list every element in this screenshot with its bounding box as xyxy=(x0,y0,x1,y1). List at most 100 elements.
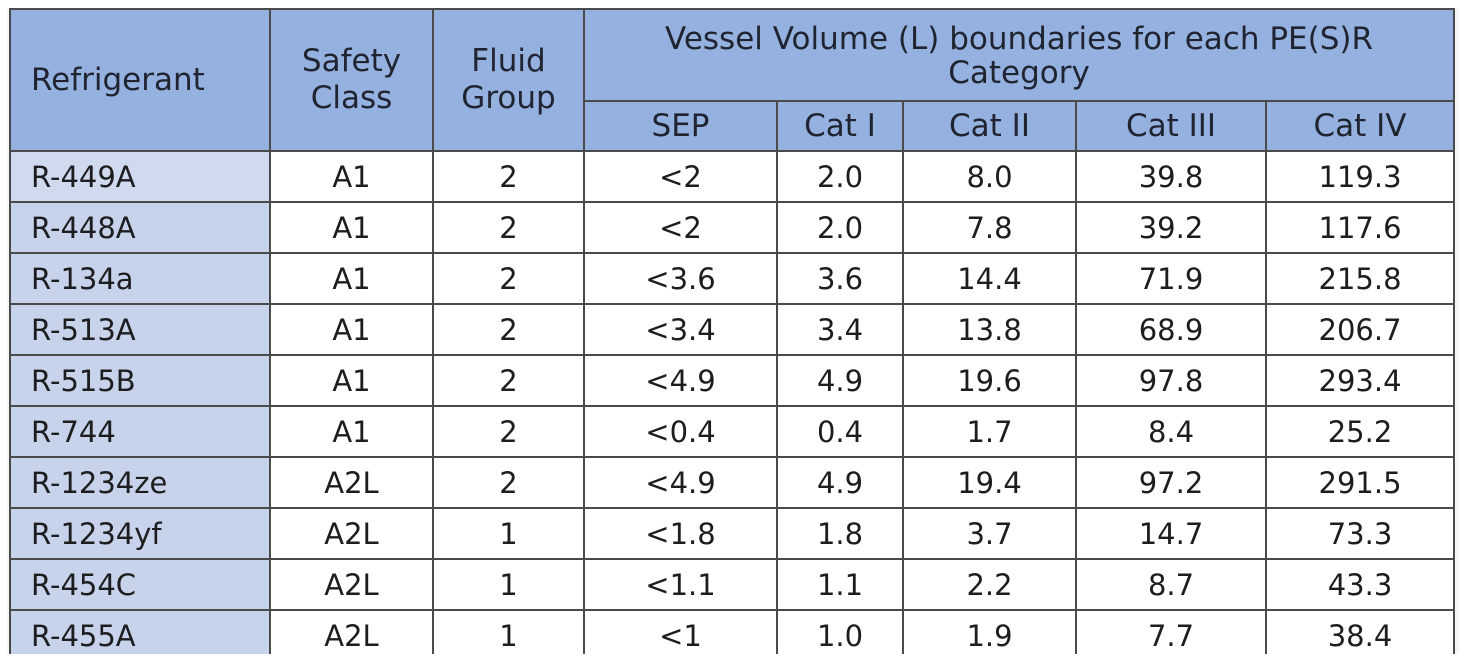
safety-class-cell: A2L xyxy=(269,558,434,611)
cat-i-cell: 4.9 xyxy=(776,354,904,407)
table-row: R-449A A1 2 <2 2.0 8.0 39.8 119.3 xyxy=(9,150,1456,203)
cat-ii-cell: 7.8 xyxy=(902,201,1077,254)
safety-class-cell: A1 xyxy=(269,354,434,407)
fluid-group-header: Fluid Group xyxy=(432,8,585,152)
cat-iv-cell: 73.3 xyxy=(1264,507,1456,560)
fluid-group-cell: 1 xyxy=(432,609,585,654)
sep-cell: <2 xyxy=(583,201,778,254)
safety-class-header: Safety Class xyxy=(269,8,434,152)
table-container: Refrigerant Safety Class Fluid Group Vesse… xyxy=(7,8,1459,654)
cat-iii-cell: 97.2 xyxy=(1075,456,1267,509)
cat-iv-cell: 215.8 xyxy=(1264,252,1456,305)
cat-iii-cell: 14.7 xyxy=(1075,507,1267,560)
cat-iv-cell: 293.4 xyxy=(1264,354,1456,407)
fluid-group-cell: 2 xyxy=(432,405,585,458)
cat-iv-cell: 119.3 xyxy=(1264,150,1456,203)
refrigerant-cell: R-513A xyxy=(9,303,271,356)
cat-i-cell: 3.4 xyxy=(776,303,904,356)
refrigerant-cell: R-455A xyxy=(9,609,271,654)
cat-ii-header: Cat II xyxy=(902,100,1077,152)
cat-iv-cell: 206.7 xyxy=(1264,303,1456,356)
safety-class-cell: A2L xyxy=(269,507,434,560)
table-row: R-513A A1 2 <3.4 3.4 13.8 68.9 206.7 xyxy=(9,303,1456,356)
cat-i-cell: 2.0 xyxy=(776,150,904,203)
cat-ii-cell: 2.2 xyxy=(902,558,1077,611)
refrigerant-cell: R-1234ze xyxy=(9,456,271,509)
fluid-group-cell: 2 xyxy=(432,252,585,305)
cat-i-cell: 2.0 xyxy=(776,201,904,254)
safety-class-cell: A1 xyxy=(269,405,434,458)
fluid-group-cell: 2 xyxy=(432,303,585,356)
cat-iv-cell: 117.6 xyxy=(1264,201,1456,254)
refrigerant-cell: R-448A xyxy=(9,201,271,254)
cat-iii-cell: 39.2 xyxy=(1075,201,1267,254)
cat-iii-cell: 39.8 xyxy=(1075,150,1267,203)
header-row-main: Refrigerant Safety Class Fluid Group Vesse… xyxy=(9,8,1456,152)
safety-class-cell: A1 xyxy=(269,201,434,254)
cat-ii-cell: 3.7 xyxy=(902,507,1077,560)
safety-class-cell: A1 xyxy=(269,150,434,203)
cat-iii-cell: 71.9 xyxy=(1075,252,1267,305)
safety-class-cell: A2L xyxy=(269,609,434,654)
cat-iii-cell: 8.4 xyxy=(1075,405,1267,458)
fluid-group-cell: 2 xyxy=(432,354,585,407)
table-row: R-744 A1 2 <0.4 0.4 1.7 8.4 25.2 xyxy=(9,405,1456,458)
cat-ii-cell: 1.9 xyxy=(902,609,1077,654)
sep-cell: <1 xyxy=(583,609,778,654)
refrigerant-cell: R-134a xyxy=(9,252,271,305)
cat-ii-cell: 8.0 xyxy=(902,150,1077,203)
refrigerant-vessel-volume-table: Refrigerant Safety Class Fluid Group Vesse… xyxy=(9,8,1456,654)
refrigerant-cell: R-449A xyxy=(9,150,271,203)
cat-ii-cell: 19.6 xyxy=(902,354,1077,407)
fluid-group-cell: 1 xyxy=(432,507,585,560)
cat-iii-cell: 7.7 xyxy=(1075,609,1267,654)
fluid-group-header-line1: Fluid xyxy=(471,43,546,79)
cat-iv-cell: 38.4 xyxy=(1264,609,1456,654)
cat-i-cell: 4.9 xyxy=(776,456,904,509)
refrigerant-cell: R-744 xyxy=(9,405,271,458)
table-row: R-134a A1 2 <3.6 3.6 14.4 71.9 215.8 xyxy=(9,252,1456,305)
fluid-group-cell: 2 xyxy=(432,150,585,203)
cat-ii-cell: 1.7 xyxy=(902,405,1077,458)
table-row: R-1234yf A2L 1 <1.8 1.8 3.7 14.7 73.3 xyxy=(9,507,1456,560)
header-row-sub: SEP Cat I Cat II Cat III Cat IV xyxy=(10,100,1456,152)
table-row: R-515B A1 2 <4.9 4.9 19.6 97.8 293.4 xyxy=(9,354,1456,407)
fluid-group-header-line2: Group xyxy=(461,80,556,116)
sep-cell: <3.6 xyxy=(583,252,778,305)
cat-ii-cell: 19.4 xyxy=(902,456,1077,509)
fluid-group-cell: 2 xyxy=(432,456,585,509)
cat-iii-cell: 97.8 xyxy=(1075,354,1267,407)
safety-class-cell: A2L xyxy=(269,456,434,509)
table-row: R-455A A2L 1 <1 1.0 1.9 7.7 38.4 xyxy=(9,609,1456,654)
cat-i-header: Cat I xyxy=(776,100,904,152)
sep-cell: <4.9 xyxy=(583,456,778,509)
safety-class-header-line1: Safety xyxy=(301,43,402,79)
sep-cell: <0.4 xyxy=(583,405,778,458)
fluid-group-cell: 1 xyxy=(432,558,585,611)
refrigerant-cell: R-515B xyxy=(9,354,271,407)
cat-i-cell: 1.8 xyxy=(776,507,904,560)
sep-cell: <1.1 xyxy=(583,558,778,611)
cat-i-cell: 1.0 xyxy=(776,609,904,654)
cat-iv-cell: 43.3 xyxy=(1264,558,1456,611)
table-row: R-448A A1 2 <2 2.0 7.8 39.2 117.6 xyxy=(9,201,1456,254)
fluid-group-cell: 2 xyxy=(432,201,585,254)
cat-i-cell: 3.6 xyxy=(776,252,904,305)
safety-class-header-line2: Class xyxy=(310,80,393,116)
cat-iii-cell: 68.9 xyxy=(1075,303,1267,356)
refrigerant-cell: R-454C xyxy=(9,558,271,611)
refrigerant-header: Refrigerant xyxy=(9,8,271,152)
sep-cell: <1.8 xyxy=(583,507,778,560)
vessel-volume-group-header: Vessel Volume (L) boundaries for each PE… xyxy=(582,8,1456,102)
safety-class-cell: A1 xyxy=(269,252,434,305)
table-row: R-454C A2L 1 <1.1 1.1 2.2 8.7 43.3 xyxy=(9,558,1456,611)
refrigerant-cell: R-1234yf xyxy=(9,507,271,560)
sep-cell: <3.4 xyxy=(583,303,778,356)
sep-cell: <4.9 xyxy=(583,354,778,407)
cat-ii-cell: 14.4 xyxy=(902,252,1077,305)
cat-iv-cell: 291.5 xyxy=(1264,456,1456,509)
safety-class-cell: A1 xyxy=(269,303,434,356)
table-row: R-1234ze A2L 2 <4.9 4.9 19.4 97.2 291.5 xyxy=(9,456,1456,509)
sep-header: SEP xyxy=(583,100,778,152)
cat-i-cell: 1.1 xyxy=(776,558,904,611)
